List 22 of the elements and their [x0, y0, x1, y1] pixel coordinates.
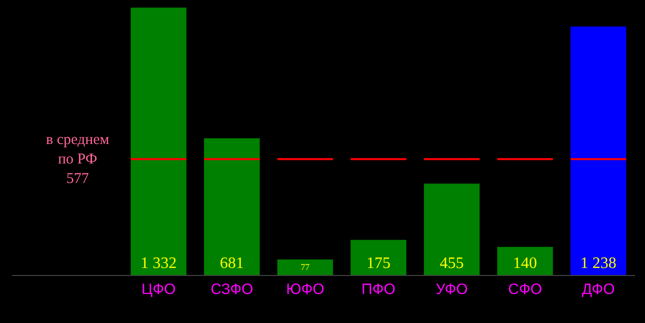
bar — [130, 8, 186, 275]
bar — [277, 260, 334, 275]
bar — [570, 26, 626, 275]
bar — [424, 184, 480, 275]
data-label: 1 332 — [140, 255, 177, 272]
data-label: 140 — [513, 255, 538, 272]
x-tick-label: ДФО — [582, 281, 615, 298]
x-tick-label: ПФО — [362, 281, 396, 298]
bar — [497, 246, 553, 275]
x-tick-label: ЦФО — [142, 281, 176, 298]
x-tick-label: СФО — [508, 281, 542, 298]
x-tick-label: УФО — [436, 281, 468, 298]
ref-line-label: в среднем по РФ 577 — [46, 132, 110, 187]
data-label: 175 — [366, 255, 390, 272]
data-label: 455 — [440, 255, 464, 272]
data-label: 1 238 — [580, 255, 616, 272]
x-tick-label: ЮФО — [286, 281, 324, 298]
data-label: 77 — [300, 262, 310, 272]
data-label: 681 — [220, 255, 244, 272]
x-tick-label: СЗФО — [210, 281, 254, 298]
bar — [350, 240, 406, 275]
bar — [204, 138, 260, 275]
